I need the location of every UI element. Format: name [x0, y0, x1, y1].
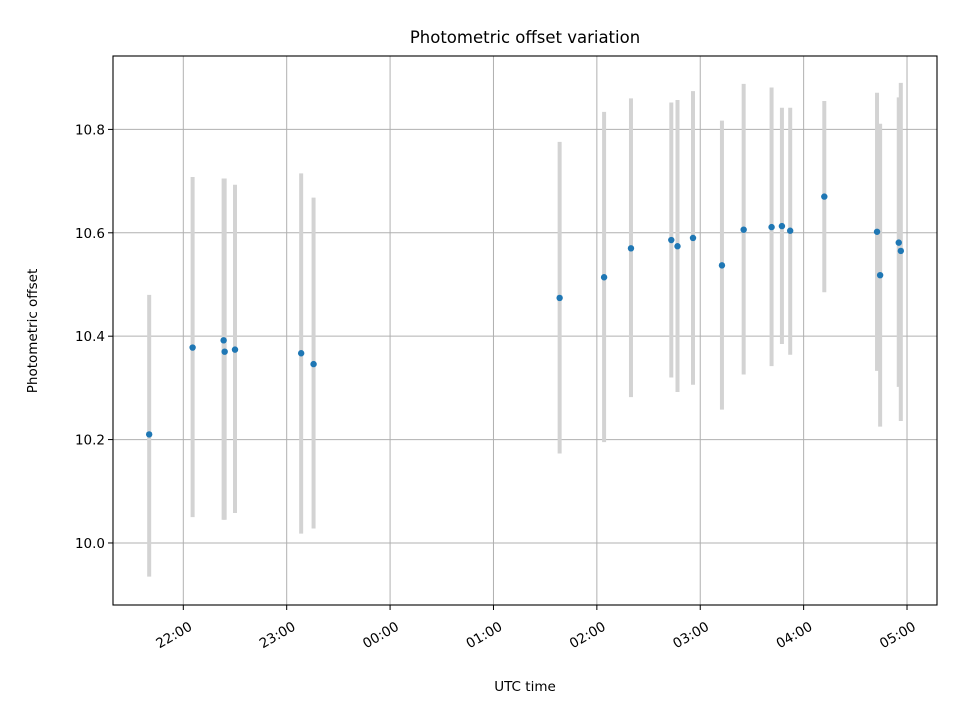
y-tick-label: 10.6: [75, 226, 105, 242]
data-points: [145, 193, 905, 438]
data-point: [897, 247, 905, 255]
chart-title: Photometric offset variation: [410, 28, 640, 47]
data-point: [627, 245, 635, 252]
data-point: [895, 239, 902, 246]
y-axis-ticks: 10.0 10.2 10.4 10.6 10.8: [75, 122, 113, 552]
plot-frame: [112, 55, 938, 606]
data-point: [718, 262, 726, 269]
data-point: [674, 243, 681, 250]
data-point: [231, 346, 239, 353]
data-point: [689, 234, 697, 242]
grid-lines: [113, 56, 937, 605]
x-axis-label: UTC time: [494, 679, 556, 695]
y-axis-label: Photometric offset: [25, 269, 41, 393]
y-tick-label: 10.0: [75, 536, 105, 552]
data-point: [189, 344, 196, 351]
y-tick-label: 10.2: [75, 433, 105, 449]
y-tick-label: 10.4: [75, 329, 105, 345]
data-point: [600, 274, 608, 281]
data-point: [220, 337, 227, 344]
data-point: [297, 350, 305, 357]
data-point: [310, 360, 317, 368]
data-point: [768, 223, 775, 231]
data-point: [778, 222, 786, 230]
data-point: [873, 228, 881, 235]
data-point: [556, 294, 563, 302]
data-point: [145, 431, 153, 438]
y-tick-label: 10.8: [75, 122, 105, 138]
data-point: [668, 236, 675, 244]
data-point: [221, 348, 228, 355]
data-point: [821, 193, 828, 200]
data-point: [876, 271, 884, 279]
data-point: [786, 227, 794, 234]
data-point: [740, 226, 747, 233]
